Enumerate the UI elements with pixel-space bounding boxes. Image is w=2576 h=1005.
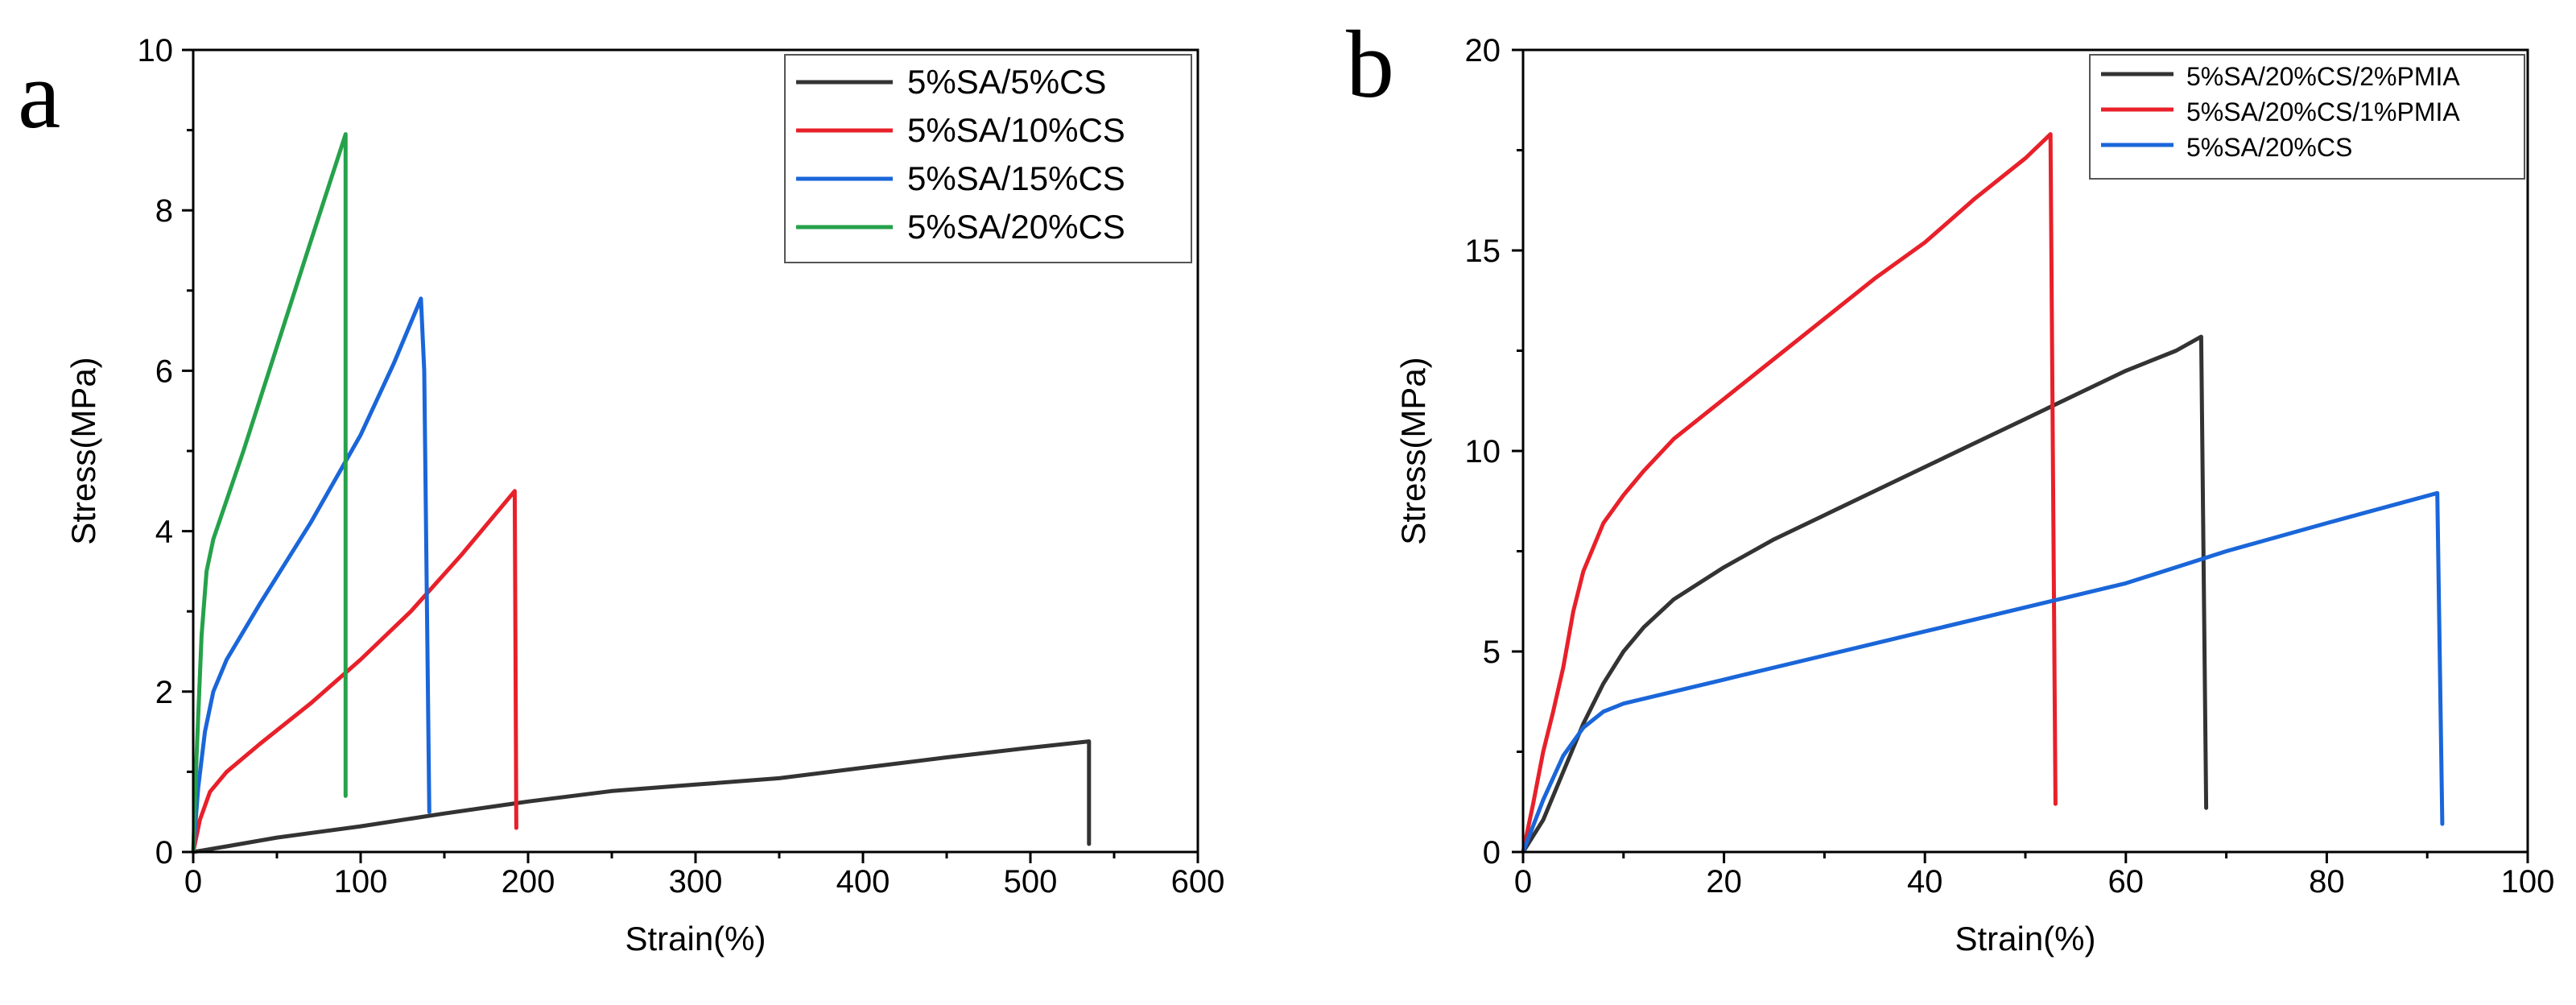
y-tick-label: 15: [1465, 234, 1501, 269]
y-axis-title: Stress(MPa): [1394, 357, 1432, 544]
y-tick-label: 0: [1483, 835, 1501, 871]
legend-label: 5%SA/20%CS: [2186, 133, 2352, 162]
y-tick-label: 6: [155, 354, 173, 389]
chart-b: 0 20 40 60 80 100 0 5 10 15 20 Strain(%) Stress(MPa)…: [1394, 33, 2554, 957]
x-axis-title: Strain(%): [1955, 920, 2095, 957]
legend-label: 5%SA/10%CS: [907, 111, 1125, 149]
legend-label: 5%SA/15%CS: [907, 159, 1125, 197]
y-tick-label: 10: [138, 33, 174, 68]
x-tick-label: 20: [1706, 864, 1742, 900]
series-line-2: [1521, 132, 2058, 854]
y-tick-label: 4: [155, 515, 173, 550]
y-tick-label: 2: [155, 675, 173, 710]
series-line-4: [191, 132, 348, 854]
chart-a: 0 100 200 300 400 500 600 0 2 4 6 8 10 Strain(%) Stres…: [64, 33, 1224, 957]
x-tick-label: 60: [2108, 864, 2145, 900]
x-tick-label: 100: [2501, 864, 2555, 900]
y-tick-label: 8: [155, 193, 173, 229]
series-line-2: [191, 489, 518, 854]
x-tick-label: 600: [1171, 864, 1225, 900]
legend-label: 5%SA/20%CS: [907, 208, 1125, 246]
x-tick-label: 100: [334, 864, 388, 900]
series-line-1: [1521, 334, 2209, 854]
x-tick-label: 500: [1004, 864, 1058, 900]
series-line-3: [1521, 490, 2445, 854]
x-tick-label: 80: [2309, 864, 2345, 900]
x-tick-label: 40: [1907, 864, 1943, 900]
legend-label: 5%SA/5%CS: [907, 63, 1106, 101]
x-tick-label: 200: [502, 864, 555, 900]
legend-label: 5%SA/20%CS/1%PMIA: [2186, 97, 2460, 126]
y-tick-label: 20: [1465, 33, 1501, 68]
y-axis-title: Stress(MPa): [64, 357, 102, 544]
x-tick-label: 0: [184, 864, 202, 900]
x-tick-label: 0: [1514, 864, 1532, 900]
panel-letter-a: a: [18, 41, 60, 148]
legend-label: 5%SA/20%CS/2%PMIA: [2186, 62, 2460, 91]
series-line-3: [191, 296, 431, 854]
x-axis-title: Strain(%): [625, 920, 766, 957]
series-line-1: [191, 739, 1092, 854]
y-tick-label: 5: [1483, 635, 1501, 670]
panel-letter-b: b: [1346, 10, 1394, 118]
x-tick-label: 300: [669, 864, 723, 900]
x-tick-label: 400: [836, 864, 890, 900]
y-tick-label: 0: [155, 835, 173, 871]
y-tick-label: 10: [1465, 434, 1501, 469]
